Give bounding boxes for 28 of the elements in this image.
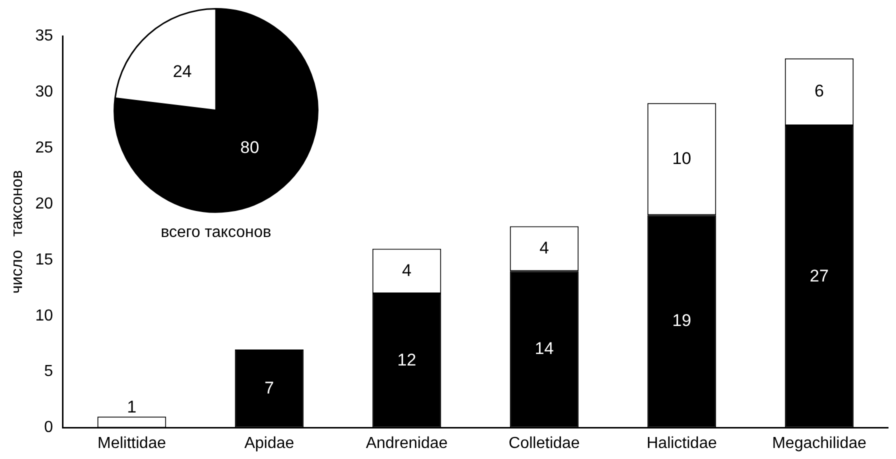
x-tick-label: Apidae (244, 434, 294, 452)
x-tick-label: Halictidae (646, 434, 717, 452)
y-tick-label: 30 (35, 83, 54, 100)
data-label: 12 (397, 350, 416, 370)
y-tick-label: 10 (35, 307, 54, 324)
x-tick-label: Andrenidae (366, 434, 448, 452)
y-tick-label: 15 (35, 251, 54, 268)
data-label: 7 (264, 378, 274, 398)
text: всего таксонов (160, 224, 272, 241)
y-tick-label: 5 (44, 363, 54, 380)
data-label: 4 (402, 260, 412, 280)
data-label: 1 (127, 397, 136, 416)
y-tick-label: 35 (35, 27, 54, 44)
data-label: 27 (810, 266, 829, 286)
data-label: 19 (672, 311, 692, 330)
data-label: 10 (672, 148, 692, 168)
data-label: 14 (534, 339, 554, 358)
data-label: 80 (240, 138, 260, 158)
data-label: 24 (172, 62, 192, 82)
x-tick-label: Colletidae (508, 434, 580, 452)
x-tick-label: Megachilidae (772, 434, 866, 452)
y-tick-label: 0 (44, 419, 54, 436)
y-tick-label: 25 (35, 139, 54, 156)
data-label: 6 (814, 82, 824, 101)
y-axis-title: число таксонов (9, 170, 26, 294)
data-label: 4 (540, 238, 549, 258)
y-tick-label: 20 (35, 195, 54, 212)
x-tick-label: Melittidae (98, 434, 166, 452)
